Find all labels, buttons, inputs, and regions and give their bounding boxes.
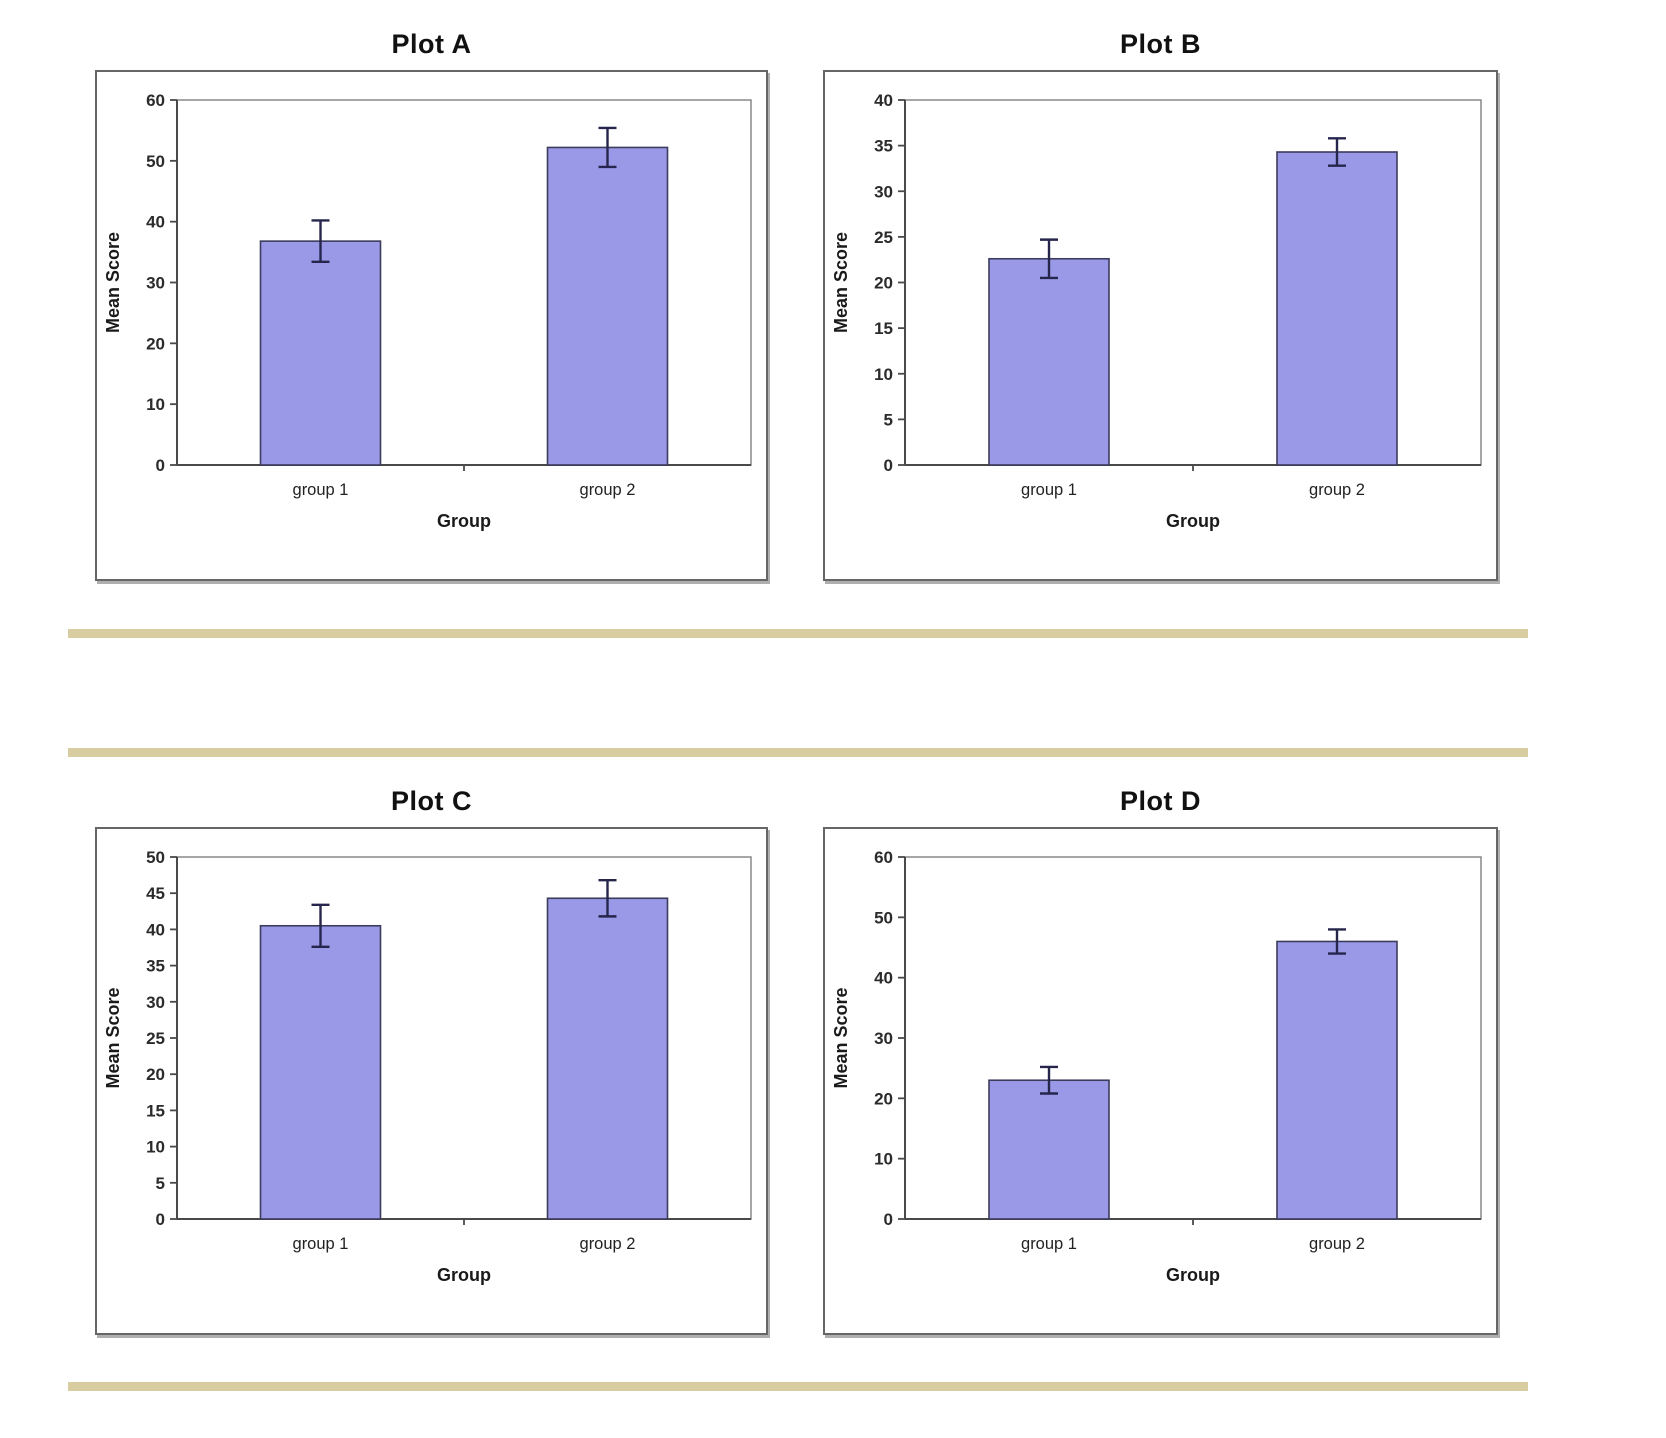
chart-panel-plot-d: 0 10 20 30 40 50 60 group 1 group 2 Group Mean Sco… xyxy=(823,827,1498,1335)
bar-chart-plot-b: 0 5 10 15 20 25 30 35 40 group 1 group 2 Group Mean … xyxy=(831,91,1482,531)
y-tick-label: 35 xyxy=(874,137,893,156)
y-axis-title: Mean Score xyxy=(103,232,123,333)
y-tick-label: 10 xyxy=(874,1150,893,1169)
y-tick-label: 25 xyxy=(146,1029,165,1048)
category-label-group-2: group 2 xyxy=(1309,481,1365,499)
chart-panel-plot-a: 0 10 20 30 40 50 60 group 1 group 2 Group Mean Sco… xyxy=(95,70,768,581)
separator-bar-middle xyxy=(68,748,1528,757)
category-label-group-1: group 1 xyxy=(1021,1235,1077,1253)
y-tick-label: 20 xyxy=(874,274,893,293)
y-tick-label: 40 xyxy=(874,969,893,988)
y-tick-label: 30 xyxy=(146,274,165,293)
bar-group-2 xyxy=(1276,940,1398,1220)
category-label-group-1: group 1 xyxy=(1021,481,1077,499)
bar-chart-plot-a: 0 10 20 30 40 50 60 group 1 group 2 Group Mean Sco… xyxy=(103,91,752,531)
bar-group-1 xyxy=(988,1079,1110,1220)
bar-group-2 xyxy=(546,146,669,466)
bar-group-1 xyxy=(259,240,382,466)
y-tick-label: 50 xyxy=(146,848,165,867)
y-tick-label: 5 xyxy=(156,1174,165,1193)
chart-block-plot-b: Plot B 0 5 10 15 20 25 30 35 40 group 1 group 2 Gro… xyxy=(823,18,1498,581)
bar-chart-plot-d: 0 10 20 30 40 50 60 group 1 group 2 Group Mean Sco… xyxy=(831,848,1482,1285)
y-tick-label: 0 xyxy=(884,456,893,475)
y-axis-title: Mean Score xyxy=(831,232,851,333)
chart-title-plot-b: Plot B xyxy=(1120,29,1201,59)
y-tick-label: 40 xyxy=(146,213,165,232)
chart-block-plot-a: Plot A 0 10 20 30 40 50 60 group 1 group 2 Group M… xyxy=(95,18,768,581)
chart-panel-plot-c: 0 5 10 15 20 25 30 35 40 45 50 group 1 group 2 Group M… xyxy=(95,827,768,1335)
category-label-group-2: group 2 xyxy=(580,1235,636,1253)
chart-title-plot-a: Plot A xyxy=(391,29,472,59)
y-tick-label: 50 xyxy=(874,908,893,927)
category-label-group-2: group 2 xyxy=(1309,1235,1365,1253)
y-tick-label: 60 xyxy=(146,91,165,110)
y-tick-label: 20 xyxy=(874,1089,893,1108)
y-tick-label: 10 xyxy=(146,395,165,414)
y-tick-label: 35 xyxy=(146,957,165,976)
separator-bar-top xyxy=(68,629,1528,638)
y-tick-label: 30 xyxy=(874,182,893,201)
y-axis-title: Mean Score xyxy=(103,987,123,1088)
bar-chart-plot-c: 0 5 10 15 20 25 30 35 40 45 50 group 1 group 2 Group M… xyxy=(103,848,752,1285)
y-tick-label: 15 xyxy=(146,1101,165,1120)
y-tick-label: 50 xyxy=(146,152,165,171)
y-tick-label: 20 xyxy=(146,1065,165,1084)
y-tick-label: 10 xyxy=(146,1138,165,1157)
y-tick-label: 0 xyxy=(156,1210,165,1229)
category-label-group-1: group 1 xyxy=(293,481,349,499)
x-axis-title: Group xyxy=(1166,511,1220,531)
y-tick-label: 40 xyxy=(874,91,893,110)
y-tick-label: 45 xyxy=(146,884,165,903)
bar-group-2 xyxy=(546,897,669,1220)
y-tick-label: 15 xyxy=(874,319,893,338)
y-tick-label: 0 xyxy=(156,456,165,475)
x-axis-title: Group xyxy=(437,1265,491,1285)
separator-bar-bottom xyxy=(68,1382,1528,1391)
bar-group-2 xyxy=(1276,151,1398,466)
bar-group-1 xyxy=(988,257,1110,466)
chart-title-plot-d: Plot D xyxy=(1120,786,1201,816)
x-axis-title: Group xyxy=(437,511,491,531)
chart-block-plot-c: Plot C 0 5 10 15 20 25 30 35 40 45 50 group 1 group … xyxy=(95,775,768,1335)
y-tick-label: 40 xyxy=(146,920,165,939)
bar-group-1 xyxy=(259,924,382,1220)
y-tick-label: 10 xyxy=(874,365,893,384)
y-tick-label: 60 xyxy=(874,848,893,867)
y-tick-label: 20 xyxy=(146,334,165,353)
y-tick-label: 0 xyxy=(884,1210,893,1229)
category-label-group-2: group 2 xyxy=(580,481,636,499)
chart-block-plot-d: Plot D 0 10 20 30 40 50 60 group 1 group 2 Group M… xyxy=(823,775,1498,1335)
y-tick-label: 30 xyxy=(874,1029,893,1048)
y-tick-label: 25 xyxy=(874,228,893,247)
y-tick-label: 5 xyxy=(884,410,893,429)
x-axis-title: Group xyxy=(1166,1265,1220,1285)
chart-title-plot-c: Plot C xyxy=(391,786,472,816)
chart-panel-plot-b: 0 5 10 15 20 25 30 35 40 group 1 group 2 Group Mean … xyxy=(823,70,1498,581)
category-label-group-1: group 1 xyxy=(293,1235,349,1253)
y-axis-title: Mean Score xyxy=(831,987,851,1088)
y-tick-label: 30 xyxy=(146,993,165,1012)
